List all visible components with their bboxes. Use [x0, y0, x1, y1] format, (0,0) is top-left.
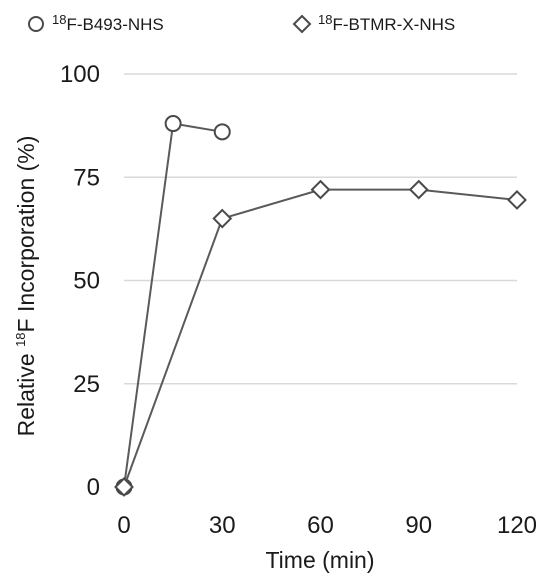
y-axis-title-prefix: Relative: [13, 347, 39, 436]
x-axis-ticks: 0 30 60 90 120: [117, 512, 537, 539]
legend: 18F-B493-NHS 18F-BTMR-X-NHS: [28, 12, 455, 34]
series-1-point-15: [164, 115, 182, 133]
series-2: [114, 179, 527, 497]
y-tick-label-75: 75: [73, 164, 100, 191]
grid-lines: [124, 73, 517, 385]
legend-label-series-2-superscript: 18: [318, 12, 332, 27]
series-2-point-0: [114, 477, 134, 497]
legend-label-series-1: 18F-B493-NHS: [52, 12, 164, 34]
series-2-point-60: [310, 179, 331, 200]
x-tick-label-30: 30: [209, 512, 236, 539]
y-tick-label-100: 100: [60, 61, 100, 88]
y-axis-title-superscript: 18: [13, 332, 28, 346]
series-2-line: [123, 188, 518, 488]
legend-marker-diamond: [292, 14, 312, 34]
y-axis-title-suffix: F Incorporation (%): [13, 136, 39, 333]
x-tick-label-0: 0: [117, 512, 130, 539]
series-2-point-30: [212, 208, 233, 229]
y-tick-label-50: 50: [73, 268, 100, 295]
series-2-point-90: [408, 179, 429, 200]
legend-label-series-1-text: F-B493-NHS: [66, 15, 163, 34]
y-axis-ticks: 0 25 50 75 100: [60, 61, 100, 501]
legend-marker-circle: [28, 16, 44, 32]
legend-label-series-2: 18F-BTMR-X-NHS: [318, 12, 455, 34]
x-tick-label-120: 120: [497, 512, 537, 539]
series-1: [115, 115, 231, 496]
y-tick-label-25: 25: [73, 371, 100, 398]
series-1-line: [123, 122, 223, 488]
legend-label-series-1-superscript: 18: [52, 12, 66, 27]
legend-item-series-2: 18F-BTMR-X-NHS: [292, 12, 455, 34]
legend-item-series-1: 18F-B493-NHS: [28, 12, 164, 34]
x-tick-label-60: 60: [307, 512, 334, 539]
y-tick-label-0: 0: [87, 474, 100, 501]
series-1-point-30: [213, 123, 231, 141]
series: [114, 115, 527, 497]
legend-label-series-2-text: F-BTMR-X-NHS: [332, 15, 455, 34]
y-axis-title: Relative 18F Incorporation (%): [13, 136, 39, 437]
x-axis-title: Time (min): [265, 547, 374, 573]
x-tick-label-90: 90: [405, 512, 432, 539]
series-2-point-120: [507, 190, 527, 210]
